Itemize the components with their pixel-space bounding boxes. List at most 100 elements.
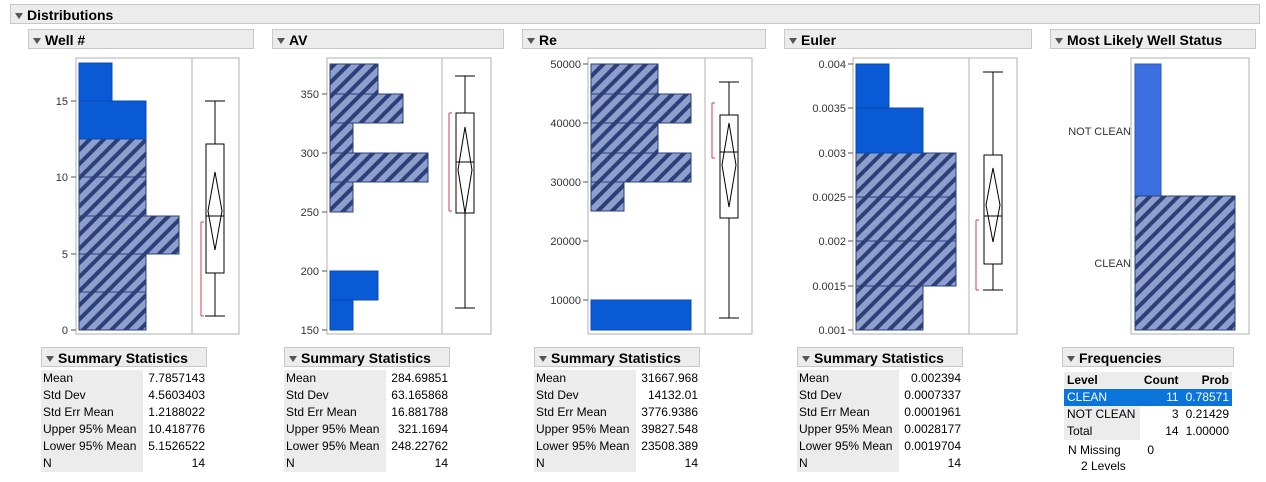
- disclosure-icon[interactable]: [46, 356, 54, 363]
- level-cell: CLEAN: [1064, 389, 1141, 406]
- stat-label: Upper 95% Mean: [534, 421, 637, 438]
- table-row-selected[interactable]: CLEAN 11 0.78571: [1064, 389, 1232, 406]
- stat-label: Std Err Mean: [41, 404, 144, 421]
- panel-title: Re: [539, 32, 557, 48]
- tick-label: 0.003: [818, 148, 846, 160]
- y-axis: 10000 20000 30000 40000 50000: [550, 59, 588, 307]
- table-row[interactable]: Total 14 1.00000: [1064, 423, 1232, 440]
- histogram-bar-selected[interactable]: [590, 299, 692, 331]
- tick-label: 0.0025: [812, 192, 846, 204]
- panel-header-re[interactable]: Re: [522, 29, 766, 49]
- stat-value: 0.002394: [910, 371, 961, 385]
- histogram-bar-selected[interactable]: [78, 100, 147, 140]
- histogram-bar[interactable]: [78, 291, 147, 331]
- histogram-bar[interactable]: [590, 181, 625, 212]
- n-missing: N Missing 0: [1068, 443, 1154, 457]
- histogram-bar[interactable]: [329, 181, 354, 213]
- frequencies-table: Level Count Prob CLEAN 11 0.78571 NOT CL…: [1064, 372, 1232, 440]
- histogram-bar-selected[interactable]: [329, 270, 379, 301]
- n-missing-label: N Missing: [1068, 443, 1121, 457]
- section-title: Frequencies: [1079, 350, 1162, 366]
- histogram-bar[interactable]: [590, 122, 659, 154]
- tick-label: 0.0015: [812, 281, 846, 293]
- count-cell: 14: [1165, 424, 1179, 438]
- table-row: Mean 284.69851: [284, 370, 450, 387]
- means-diamond: [207, 171, 223, 251]
- stat-value: 14: [434, 456, 448, 470]
- histogram-bar[interactable]: [329, 93, 404, 124]
- histogram-bar[interactable]: [855, 152, 957, 198]
- means-diamond: [457, 126, 473, 214]
- panel-header-av[interactable]: AV: [272, 29, 504, 49]
- disclosure-icon[interactable]: [789, 38, 797, 45]
- disclosure-icon[interactable]: [289, 356, 297, 363]
- table-row: N 14: [41, 455, 207, 472]
- disclosure-icon[interactable]: [527, 38, 535, 45]
- table-row: Lower 95% Mean 5.1526522: [41, 438, 207, 455]
- histogram-bar-selected[interactable]: [329, 299, 354, 331]
- tick-label: 50000: [550, 59, 581, 71]
- disclosure-icon[interactable]: [1055, 38, 1063, 45]
- column-header-prob[interactable]: Prob: [1181, 372, 1232, 389]
- table-row[interactable]: NOT CLEAN 3 0.21429: [1064, 406, 1232, 423]
- summary-statistics-header[interactable]: Summary Statistics: [41, 347, 207, 367]
- histogram-bar[interactable]: [590, 93, 692, 124]
- histogram-bar-selected[interactable]: [855, 63, 890, 109]
- histogram-bar[interactable]: [329, 152, 429, 183]
- panel-header-euler[interactable]: Euler: [784, 29, 1032, 49]
- n-missing-value: 0: [1147, 443, 1155, 457]
- tick-label: 0: [62, 325, 68, 337]
- stat-value: 4.5603403: [148, 388, 205, 402]
- disclosure-icon[interactable]: [277, 38, 285, 45]
- summary-statistics-header[interactable]: Summary Statistics: [797, 347, 963, 367]
- disclosure-icon[interactable]: [15, 13, 23, 20]
- disclosure-icon[interactable]: [802, 356, 810, 363]
- histogram-bar-selected[interactable]: [855, 107, 924, 154]
- histogram-bar[interactable]: [78, 176, 147, 217]
- stat-label: Upper 95% Mean: [797, 421, 900, 438]
- distributions-header[interactable]: Distributions: [10, 4, 1260, 24]
- stat-value: 23508.389: [641, 439, 698, 453]
- summary-statistics-header[interactable]: Summary Statistics: [284, 347, 450, 367]
- histogram-bar[interactable]: [329, 63, 379, 95]
- tick-label: 0.0035: [812, 103, 846, 115]
- distributions-title: Distributions: [27, 7, 114, 23]
- summary-statistics-table: Mean 284.69851 Std Dev 63.165868 Std Err M…: [284, 370, 450, 472]
- tick-label: 0.001: [818, 325, 846, 337]
- stat-value: 3776.9386: [641, 405, 698, 419]
- stat-value: 14: [947, 456, 961, 470]
- panel-header-well[interactable]: Well #: [28, 29, 254, 49]
- table-row: Std Err Mean 0.0001961: [797, 404, 963, 421]
- stat-label: N: [534, 455, 637, 472]
- histogram-bar[interactable]: [78, 138, 147, 178]
- summary-statistics-table: Mean 7.7857143 Std Dev 4.5603403 Std Err M…: [41, 370, 207, 472]
- table-row: Std Dev 0.0007337: [797, 387, 963, 404]
- euler-plot: 0.001 0.0015 0.002 0.0025 0.003 0.0035 0…: [812, 57, 1018, 337]
- histogram-bar[interactable]: [590, 152, 692, 183]
- tick-label: 0.004: [818, 59, 846, 71]
- histogram-bar[interactable]: [855, 285, 924, 331]
- column-header-count[interactable]: Count: [1140, 372, 1182, 389]
- histogram-bar[interactable]: [329, 122, 354, 154]
- histogram-bar[interactable]: [855, 196, 957, 242]
- disclosure-icon[interactable]: [33, 38, 41, 45]
- summary-statistics-header[interactable]: Summary Statistics: [534, 347, 700, 367]
- stat-label: Mean: [284, 370, 387, 387]
- disclosure-icon[interactable]: [539, 356, 547, 363]
- histogram-bar-selected[interactable]: [78, 62, 113, 102]
- histogram-bar[interactable]: [855, 240, 957, 287]
- table-row: Std Err Mean 16.881788: [284, 404, 450, 421]
- bar-clean[interactable]: [1134, 195, 1236, 331]
- panel-header-status[interactable]: Most Likely Well Status: [1050, 29, 1256, 49]
- prob-cell: 0.78571: [1181, 389, 1232, 406]
- stat-value: 7.7857143: [148, 371, 205, 385]
- histogram-bar[interactable]: [78, 253, 147, 293]
- table-row: Lower 95% Mean 248.22762: [284, 438, 450, 455]
- histogram-bar[interactable]: [78, 215, 180, 255]
- bar-not-clean-selected[interactable]: [1134, 63, 1162, 197]
- histogram-bar[interactable]: [590, 63, 659, 95]
- frequencies-header[interactable]: Frequencies: [1062, 347, 1234, 367]
- column-header-level[interactable]: Level: [1064, 372, 1141, 389]
- disclosure-icon[interactable]: [1067, 356, 1075, 363]
- stat-value: 284.69851: [391, 371, 448, 385]
